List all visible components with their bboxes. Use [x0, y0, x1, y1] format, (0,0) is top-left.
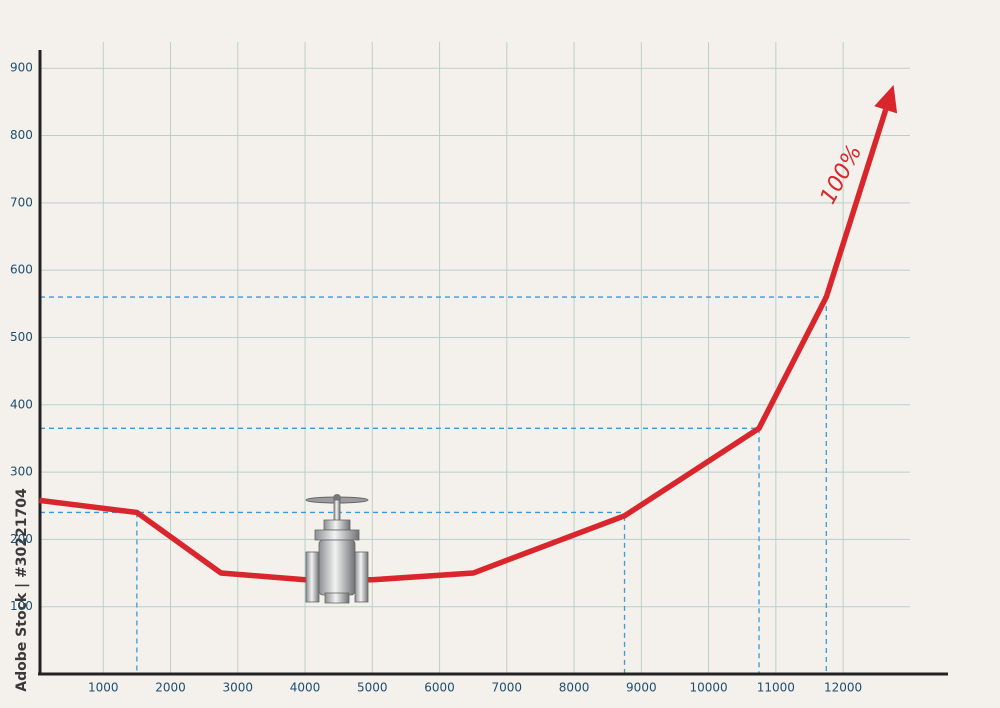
x-tick-label: 3000 [223, 681, 254, 695]
x-tick-label: 12000 [824, 681, 862, 695]
x-tick-label: 7000 [492, 681, 523, 695]
y-tick-label: 700 [10, 195, 33, 209]
x-tick-label: 2000 [155, 681, 186, 695]
reference-lines [40, 296, 827, 674]
y-tick-label: 900 [10, 61, 33, 75]
y-tick-label: 400 [10, 397, 33, 411]
x-tick-label: 1000 [88, 681, 119, 695]
x-tick-label: 4000 [290, 681, 321, 695]
x-tick-label: 8000 [559, 681, 590, 695]
grid [40, 42, 910, 674]
x-tick-label: 11000 [757, 681, 795, 695]
x-tick-label: 5000 [357, 681, 388, 695]
y-tick-label: 600 [10, 263, 33, 277]
y-tick-label: 100 [10, 599, 33, 613]
plot [39, 85, 898, 583]
y-tick-label: 800 [10, 128, 33, 142]
y-tick-label: 200 [10, 532, 33, 546]
x-tick-label: 10000 [689, 681, 727, 695]
x-tick-label: 9000 [626, 681, 657, 695]
valve-icon [305, 494, 369, 604]
y-tick-label: 500 [10, 330, 33, 344]
x-tick-label: 6000 [424, 681, 455, 695]
data-line [39, 108, 889, 583]
watermark: Adobe Stock | #30221704 [14, 488, 30, 692]
y-tick-label: 300 [10, 465, 33, 479]
arrow-head [874, 85, 898, 114]
